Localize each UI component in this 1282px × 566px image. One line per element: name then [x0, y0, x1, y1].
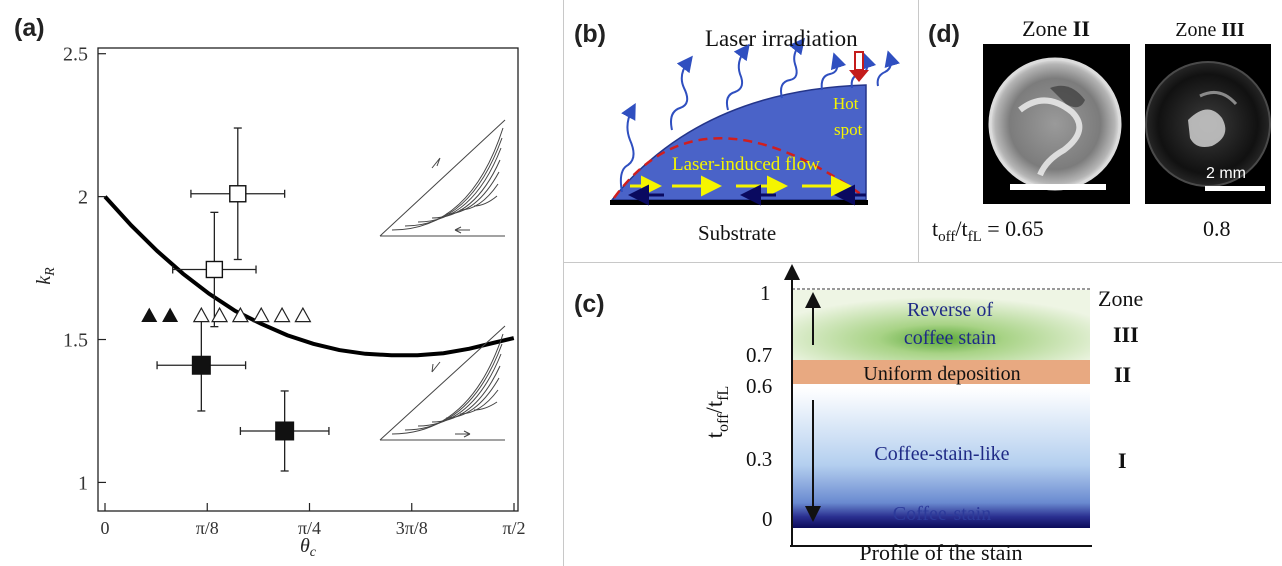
ratio-sub-fl: fL [968, 229, 982, 245]
open-triangle-marker-4 [273, 306, 291, 323]
c-tick-06: 0.6 [746, 374, 772, 398]
deposition-regime-diagram: 1 0.7 0.6 0.3 0 toff/tfL Profile of the … [702, 264, 1143, 565]
streamline-inset-bottom [379, 325, 506, 441]
zone3-heading-numeral: III [1221, 19, 1245, 41]
flow-label: Laser-induced flow [672, 154, 820, 175]
open-triangle-marker-2 [231, 306, 249, 323]
ratio-sub-off: off [938, 229, 955, 245]
band3-text-2: coffee stain [904, 327, 996, 349]
ratio-t: t [932, 216, 938, 241]
ratio-slash: /t [955, 216, 967, 241]
x-axis-theta: θ [300, 535, 310, 557]
x-tick-label-0: 0 [101, 518, 110, 538]
theory-curve [103, 195, 515, 358]
flow-dashed-line [612, 137, 863, 199]
droplet-diagram: Laser irradiation Hot spot Laser-induced… [610, 26, 900, 245]
ratio-value: = 0.65 [982, 216, 1044, 241]
open-square-marker-1 [205, 260, 224, 279]
zone3-heading: Zone III [1175, 19, 1245, 41]
zone-numeral-i: I [1118, 448, 1127, 473]
open-triangle-marker-5 [294, 306, 312, 323]
zone3-ratio: 0.8 [1203, 216, 1231, 241]
c-y-axis-label: toff/tfL [702, 386, 732, 439]
zone2-heading-numeral: II [1073, 16, 1090, 41]
zone-i-band [792, 388, 1090, 528]
x-tick-label-1: π/8 [196, 518, 219, 538]
y-tick-label-0: 1 [78, 472, 88, 494]
chart-a: 1 1.5 2 2.5 0 π/8 π/4 3π/8 π/2 kR θc [33, 44, 526, 560]
x-tick-label-2: π/4 [298, 518, 321, 538]
x-tick-label-3: 3π/8 [396, 518, 428, 538]
streamline-inset-top [379, 119, 506, 237]
panel-label-c: (c) [574, 290, 605, 318]
zone2-ratio: toff/tfL = 0.65 [932, 216, 1044, 245]
filled-triangle-marker-0 [141, 307, 158, 323]
c-tick-07: 0.7 [746, 343, 772, 367]
y-tick-label-2: 2 [78, 187, 88, 209]
laser-label: Laser irradiation [705, 26, 858, 51]
open-triangle-marker-3 [252, 306, 270, 323]
y-tick-label-3: 2.5 [63, 44, 88, 66]
zone-header: Zone [1098, 286, 1143, 311]
evaporation-arrows [619, 37, 900, 193]
zone2-heading: Zone II [1022, 16, 1090, 41]
zone-ii-band [792, 360, 1090, 384]
c-tick-1: 1 [760, 281, 771, 305]
band2-text: Uniform deposition [863, 363, 1020, 385]
c-y-sub-off: off [715, 413, 732, 432]
open-triangle-marker-1 [211, 306, 229, 323]
divider-vertical-bd [918, 0, 919, 262]
c-y-t: t [702, 431, 727, 438]
droplet-body [610, 84, 867, 201]
zone2-heading-prefix: Zone [1022, 16, 1073, 41]
plot-frame [97, 47, 519, 512]
c-y-slash: /t [702, 400, 727, 413]
laser-arrow [849, 51, 869, 82]
substrate-label: Substrate [698, 221, 776, 245]
zone3-scale-bar [1205, 186, 1265, 191]
hot-spot-label-2: spot [834, 120, 863, 139]
band0-text: Coffee-stain [893, 503, 992, 525]
substrate-bar [610, 200, 868, 205]
open-triangle-marker-0 [192, 306, 210, 323]
panel-label-a: (a) [14, 14, 45, 42]
filled-triangle-marker-1 [162, 307, 179, 323]
filled-square-marker-1 [275, 421, 295, 441]
zone2-deposit [1018, 97, 1083, 177]
c-y-sub-fl: fL [715, 386, 732, 401]
zone-numeral-ii: II [1114, 362, 1131, 387]
c-tick-0: 0 [762, 507, 773, 531]
micrograph-panel: 2 mm Zone II Zone III toff/tfL = 0.65 0.… [932, 16, 1271, 245]
x-axis-label-a: θc [300, 535, 317, 560]
zone2-scale-bar [1010, 184, 1106, 190]
open-square-marker-0 [229, 185, 247, 203]
divider-vertical-ab [563, 0, 564, 566]
panel-label-b: (b) [574, 20, 606, 48]
c-tick-03: 0.3 [746, 447, 772, 471]
hot-spot-label-1: Hot [833, 94, 859, 113]
zone-numeral-iii: III [1113, 322, 1139, 347]
x-tick-label-4: π/2 [502, 518, 525, 538]
c-x-axis-label: Profile of the stain [859, 540, 1022, 565]
zone-iii-band [792, 290, 1090, 360]
y-axis-label-a: kR [33, 267, 58, 285]
divider-horizontal-c [563, 262, 1282, 263]
y-axis-k: k [33, 275, 55, 285]
panel-label-d: (d) [928, 20, 960, 48]
band1-text: Coffee-stain-like [874, 443, 1009, 465]
band3-text-1: Reverse of [907, 299, 993, 321]
zone3-heading-prefix: Zone [1175, 19, 1221, 41]
y-tick-label-1: 1.5 [63, 330, 88, 352]
y-axis-subscript: R [43, 267, 58, 277]
zone2-droplet [988, 57, 1122, 191]
x-axis-subscript: c [310, 545, 317, 560]
zone3-scale-label: 2 mm [1206, 165, 1246, 182]
filled-square-marker-0 [191, 355, 211, 375]
